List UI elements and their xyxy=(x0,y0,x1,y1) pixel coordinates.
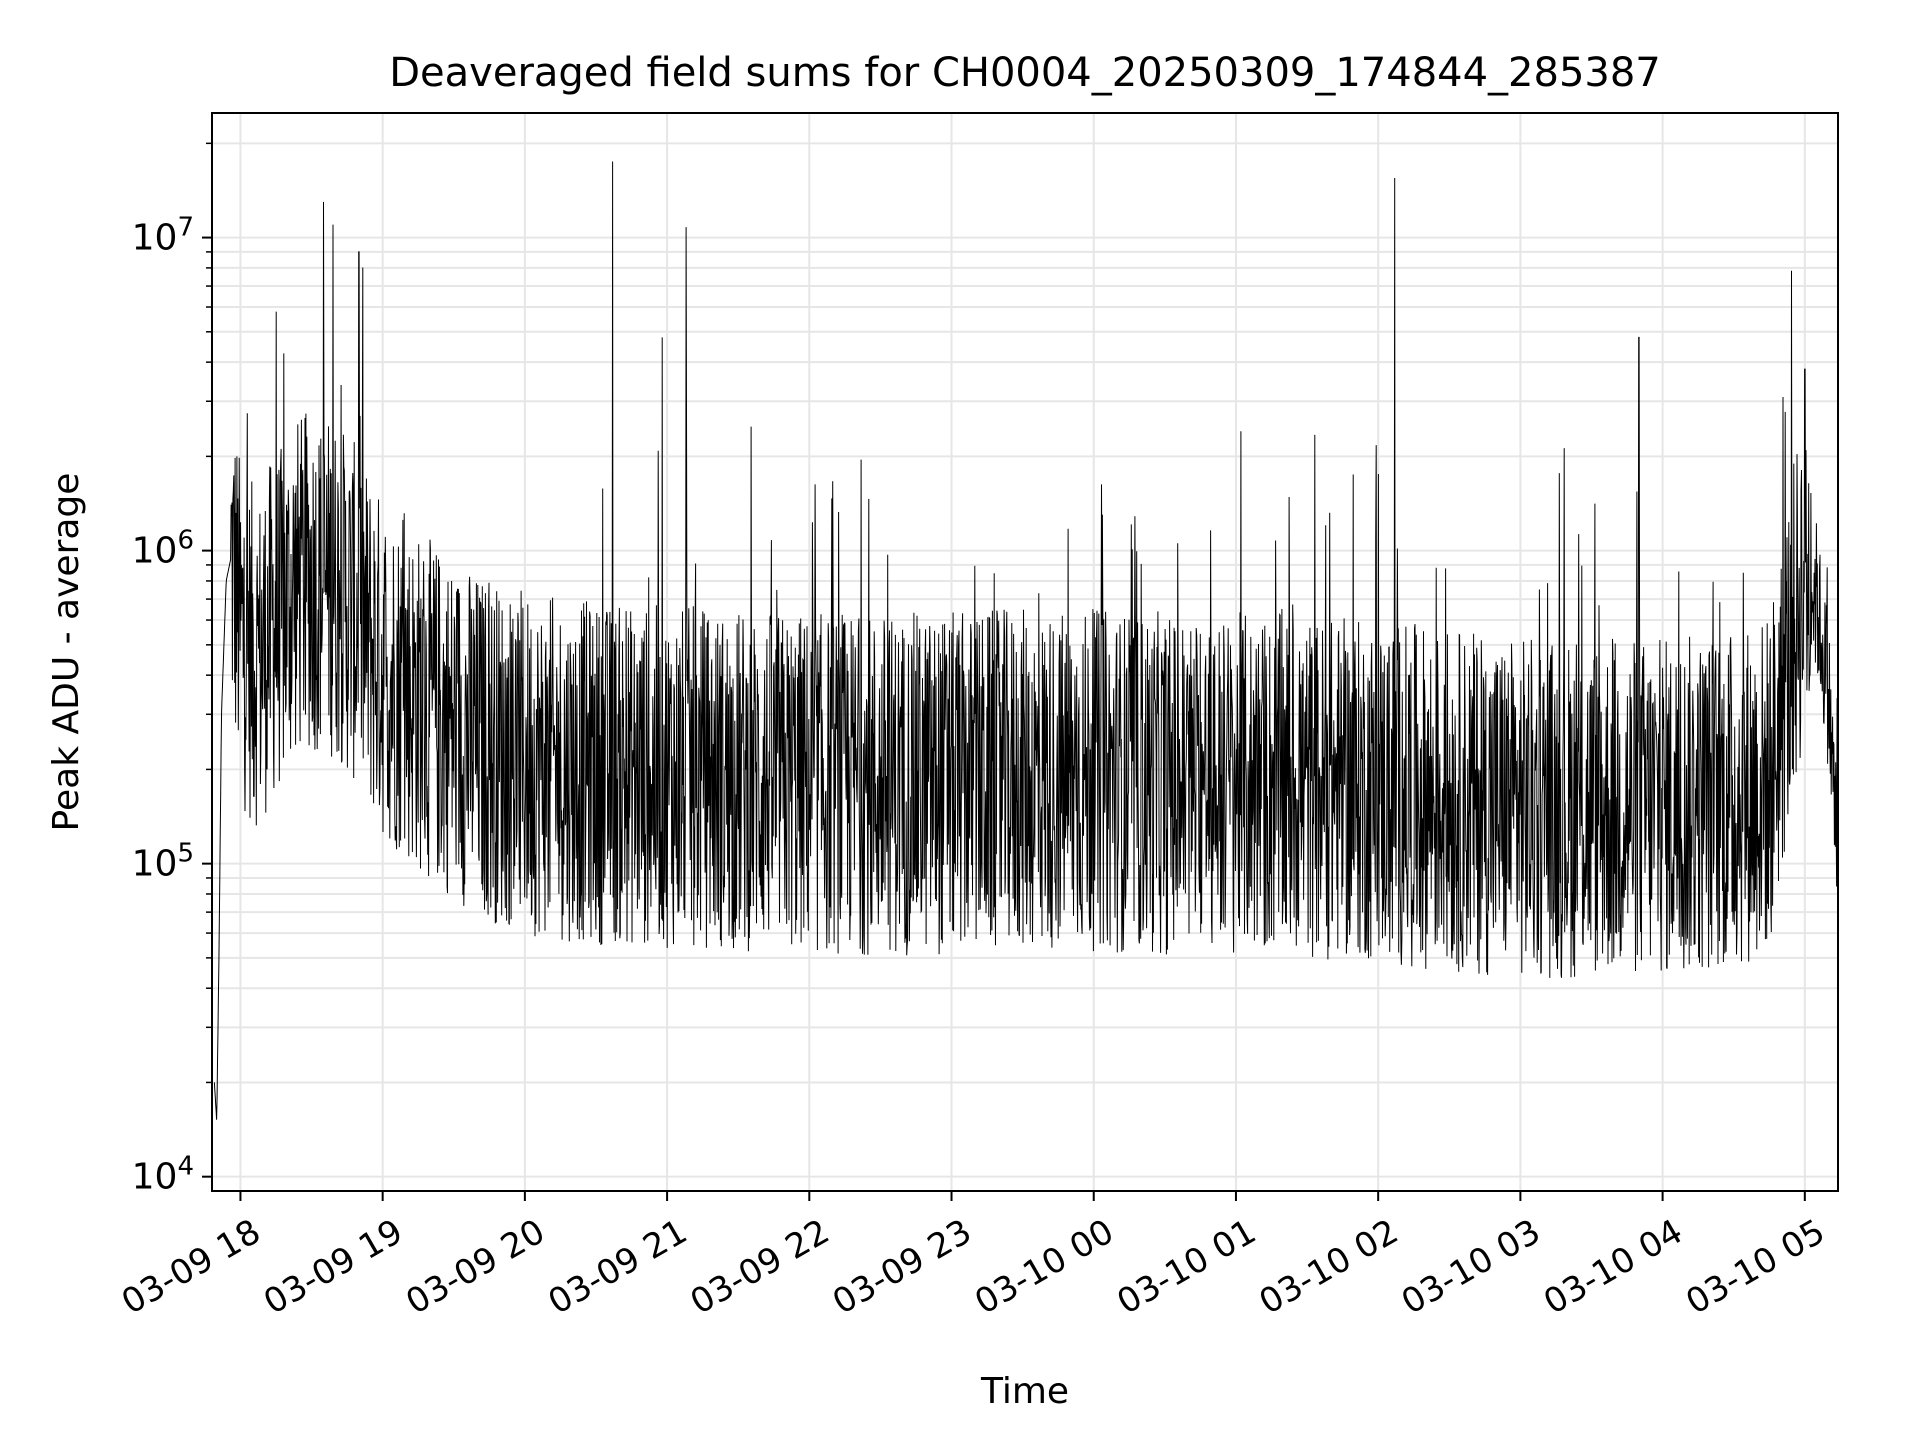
y-ticks: 104 105 106 107 xyxy=(132,142,212,1198)
y-tick-label: 105 xyxy=(132,839,194,885)
series-line-peak-adu xyxy=(213,161,1839,1120)
y-axis-label: Peak ADU - average xyxy=(46,473,87,832)
plot-frame xyxy=(211,112,1839,1192)
x-axis-label: Time xyxy=(980,1371,1069,1412)
y-tick-label: 107 xyxy=(132,213,194,259)
y-tick-label: 104 xyxy=(132,1152,194,1198)
chart-title: Deaveraged field sums for CH0004_2025030… xyxy=(389,50,1661,96)
y-tick-label: 106 xyxy=(132,526,194,572)
